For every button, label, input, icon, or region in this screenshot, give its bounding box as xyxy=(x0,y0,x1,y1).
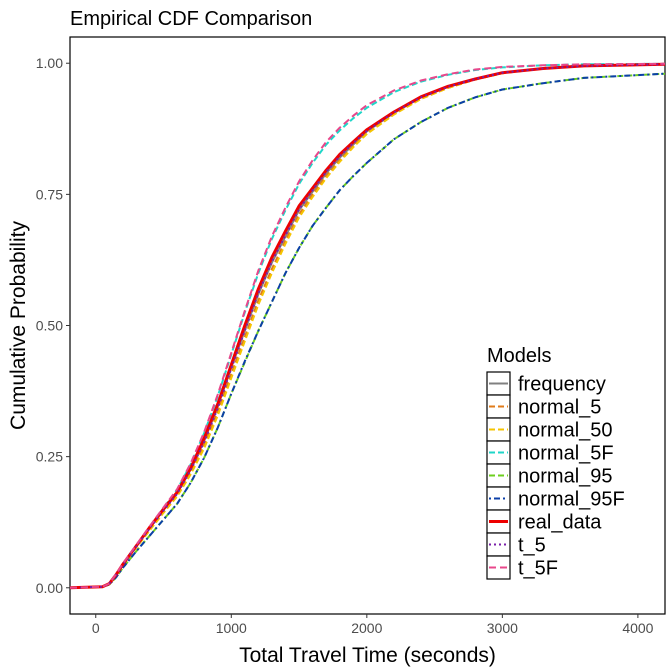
legend-key-box-t-5F xyxy=(486,555,511,580)
legend-title: Models xyxy=(487,345,551,367)
y-axis: 0.00 0.25 0.50 0.75 1.00 xyxy=(36,55,70,596)
legend: Models frequencynormal_5normal_50normal_… xyxy=(486,345,625,580)
y-tick-label: 0.75 xyxy=(36,186,63,202)
legend-label-normal-95F: normal_95F xyxy=(518,489,625,511)
legend-label-t-5: t_5 xyxy=(518,535,546,557)
legend-label-t-5F: t_5F xyxy=(518,558,558,580)
y-axis-title: Cumulative Probability xyxy=(7,221,30,430)
legend-label-normal-5F: normal_5F xyxy=(518,443,614,465)
series-layer xyxy=(69,62,666,590)
x-tick-label: 3000 xyxy=(487,620,518,636)
legend-label-real-data: real_data xyxy=(518,512,602,534)
x-axis: 0 1000 2000 3000 4000 xyxy=(92,614,654,636)
y-tick-label: 1.00 xyxy=(36,55,63,71)
series-line-t-5 xyxy=(69,63,666,589)
y-tick-label: 0.00 xyxy=(36,580,63,596)
x-axis-title: Total Travel Time (seconds) xyxy=(239,644,496,667)
series-line-normal-95F xyxy=(69,72,666,589)
y-tick-label: 0.50 xyxy=(36,318,63,334)
x-tick-label: 1000 xyxy=(216,620,247,636)
legend-label-normal-50: normal_50 xyxy=(518,420,613,442)
legend-label-normal-95: normal_95 xyxy=(518,466,613,488)
legend-label-normal-5: normal_5 xyxy=(518,397,601,419)
x-tick-label: 4000 xyxy=(622,620,653,636)
plot-panel xyxy=(69,36,666,615)
legend-label-frequency: frequency xyxy=(518,374,606,396)
y-tick-label: 0.25 xyxy=(36,449,63,465)
series-line-normal-95 xyxy=(69,72,666,589)
chart-title: Empirical CDF Comparison xyxy=(70,8,312,30)
x-tick-label: 2000 xyxy=(351,620,382,636)
x-tick-label: 0 xyxy=(92,620,100,636)
